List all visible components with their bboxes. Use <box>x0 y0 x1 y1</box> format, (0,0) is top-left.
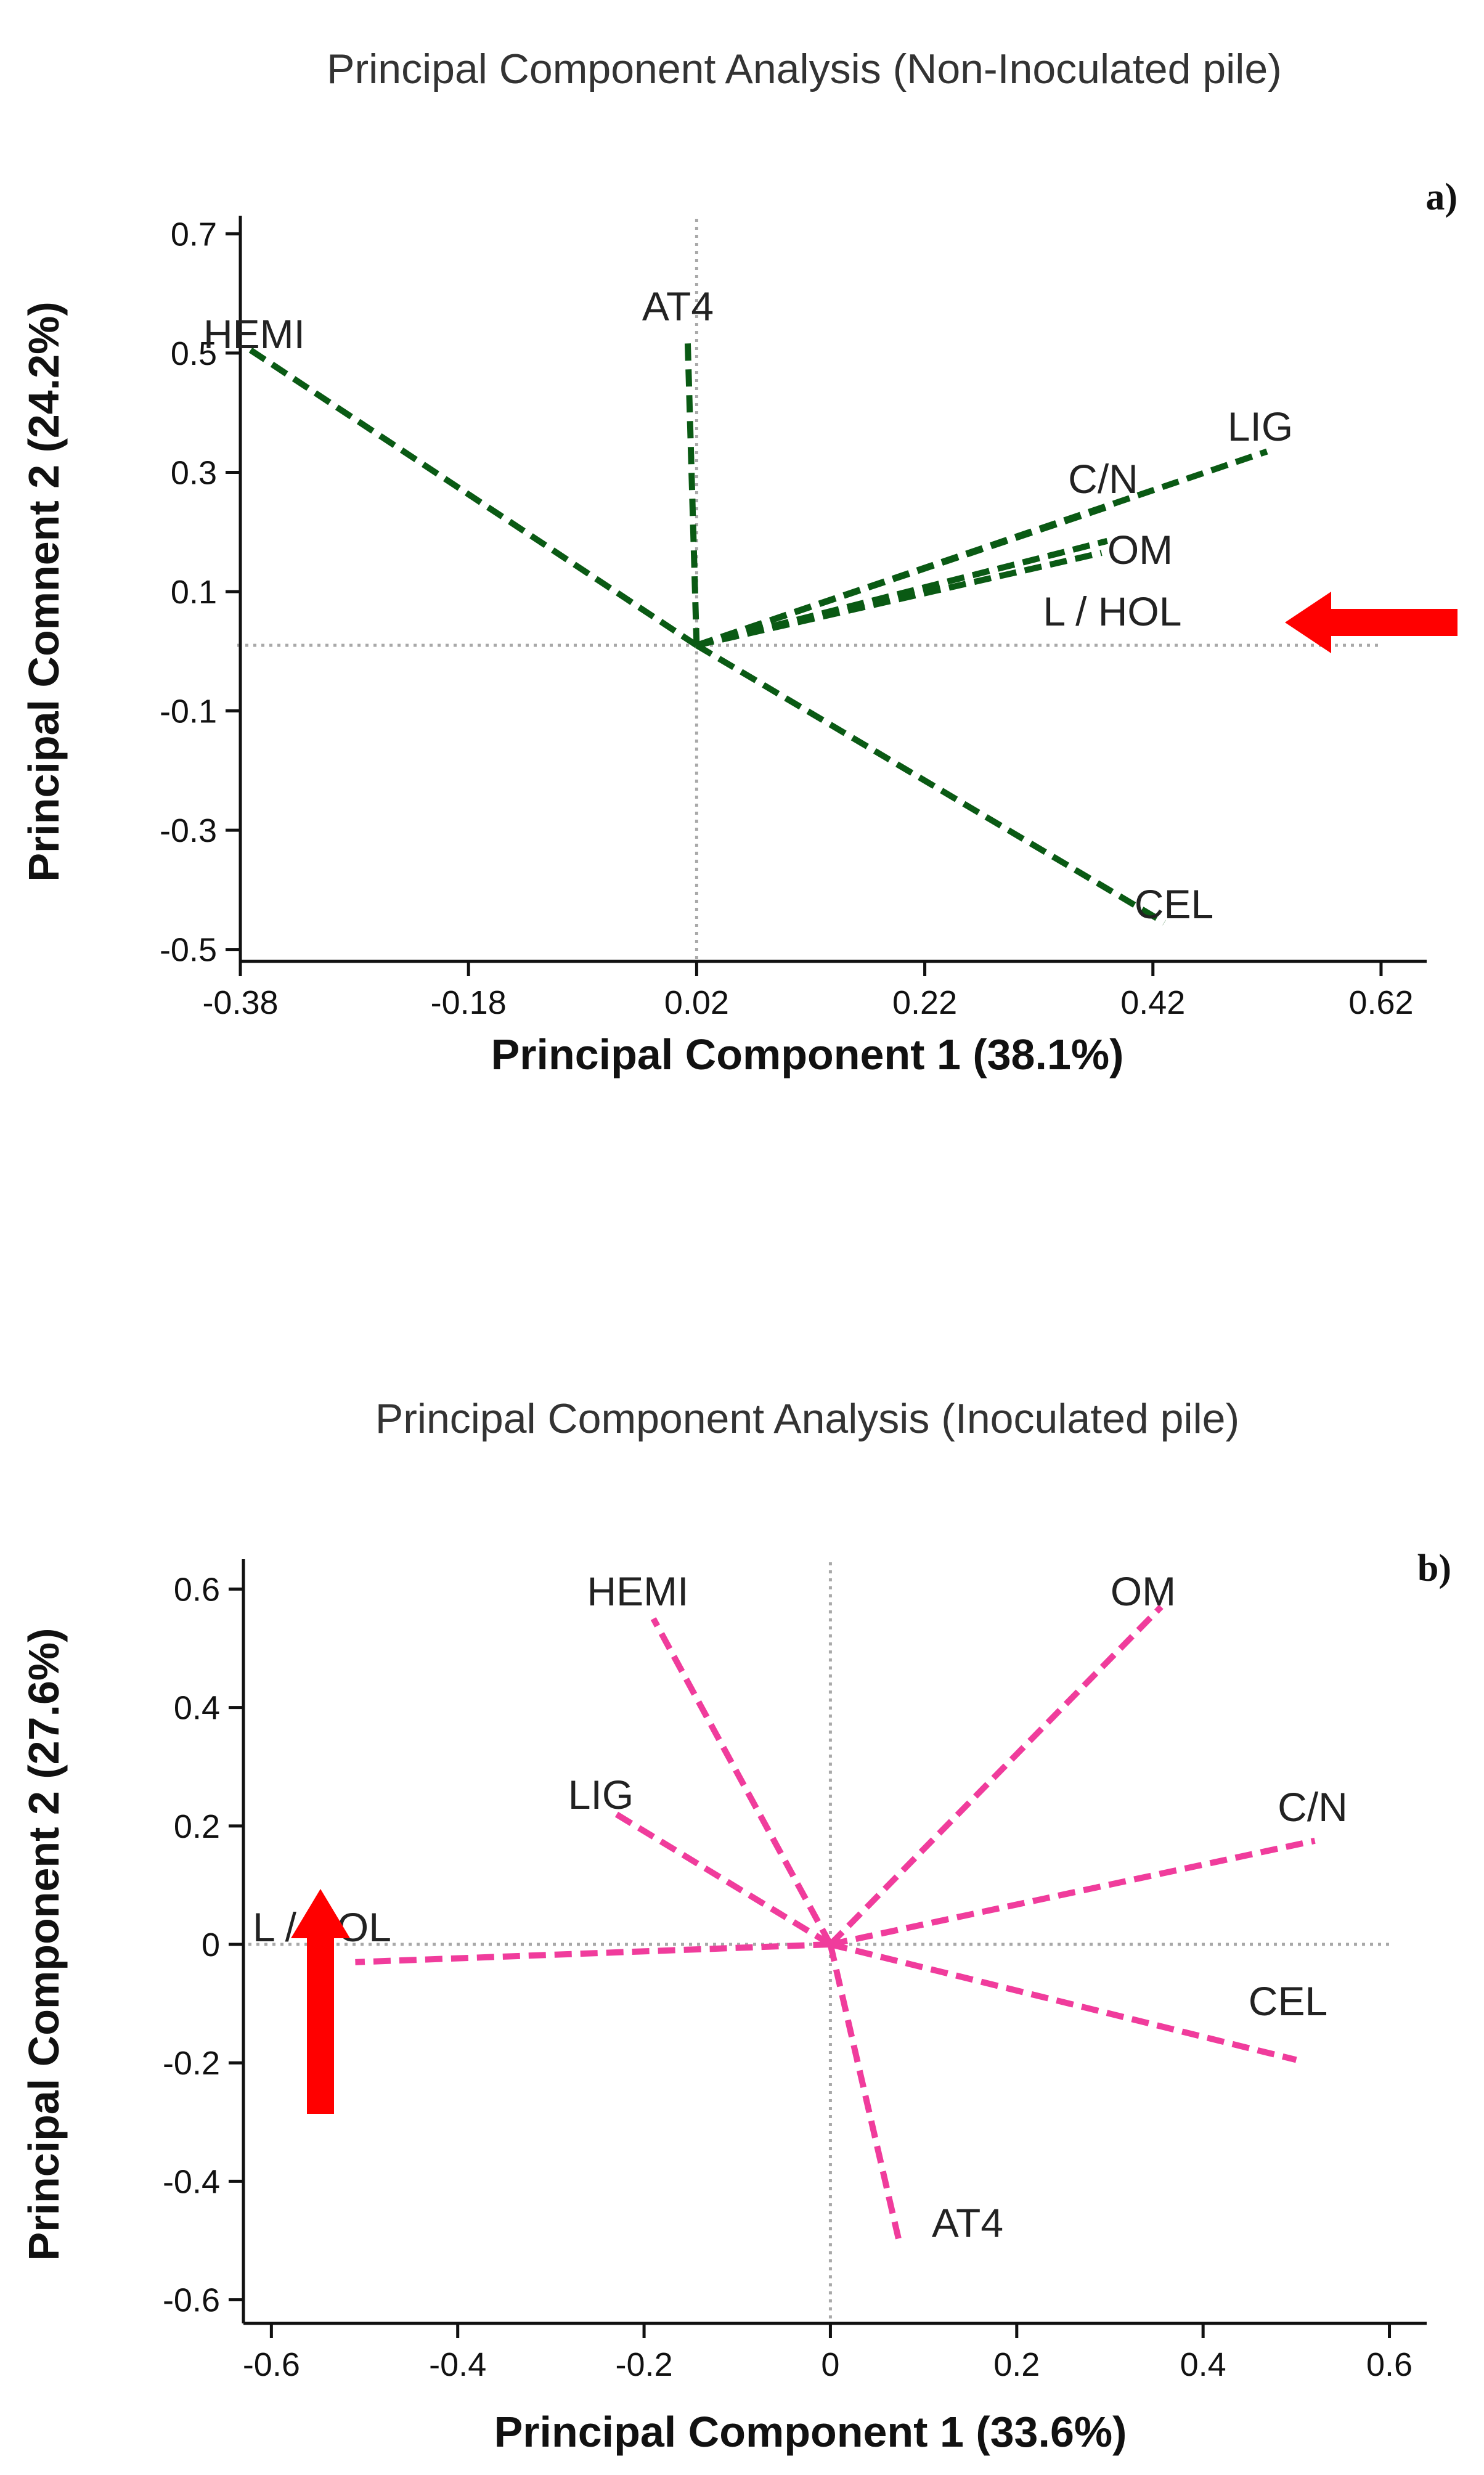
x-tick-label: -0.18 <box>431 984 507 1021</box>
vector-cel <box>830 1941 1297 2063</box>
vector-label-lig: LIG <box>1228 404 1293 449</box>
x-tick-label: 0.2 <box>993 2346 1040 2383</box>
y-tick-label: -0.6 <box>163 2282 220 2319</box>
vector-label-hemi: HEMI <box>587 1568 689 1614</box>
vector-label-at4: AT4 <box>932 2200 1003 2246</box>
vector-hemi <box>650 1617 833 1946</box>
vector-om <box>696 537 1108 648</box>
vector-l-hol <box>696 550 1103 648</box>
y-tick-label: 0.3 <box>171 454 217 491</box>
chart-title: Principal Component Analysis (Inoculated… <box>375 1395 1239 1442</box>
y-tick-label: -0.4 <box>163 2163 220 2200</box>
y-tick-label: 0.6 <box>174 1571 220 1608</box>
vector-label-cel: CEL <box>1135 881 1213 927</box>
x-tick-label: 0.6 <box>1366 2346 1413 2383</box>
vector-label-at4: AT4 <box>642 283 714 329</box>
panel-label: a) <box>1425 176 1458 218</box>
chart-a-non-inoculated: Principal Component Analysis (Non-Inocul… <box>20 46 1458 1078</box>
y-tick-label: 0 <box>202 1927 220 1963</box>
x-tick-label: -0.38 <box>202 984 278 1021</box>
x-tick-label: -0.6 <box>243 2346 300 2383</box>
chart-title: Principal Component Analysis (Non-Inocul… <box>327 46 1282 92</box>
y-tick-label: 0.2 <box>174 1808 220 1845</box>
x-tick-label: 0 <box>821 2346 839 2383</box>
vector-label-cel: CEL <box>1249 1978 1327 2024</box>
y-axis-label: Principal Comnent 2 (24.2%) <box>20 301 68 881</box>
y-tick-label: -0.5 <box>160 932 217 969</box>
y-tick-label: -0.1 <box>160 693 217 730</box>
x-tick-label: -0.2 <box>616 2346 673 2383</box>
vector-label-c-n: C/N <box>1278 1784 1348 1830</box>
vector-label-om: OM <box>1111 1568 1176 1614</box>
vector-label-c-n: C/N <box>1068 456 1138 502</box>
y-axis-label: Principal Component 2 (27.6%) <box>20 1628 68 2261</box>
y-tick-label: 0.4 <box>174 1690 220 1727</box>
vector-lig <box>614 1811 833 1947</box>
x-tick-label: -0.4 <box>429 2346 486 2383</box>
y-tick-label: 0.1 <box>171 574 217 611</box>
panel-label: b) <box>1417 1547 1451 1589</box>
vector-cel <box>695 642 1166 926</box>
vector-c-n <box>830 1837 1316 1947</box>
x-tick-label: 0.62 <box>1348 984 1413 1021</box>
x-tick-label: 0.4 <box>1180 2346 1226 2383</box>
x-axis-label: Principal Component 1 (33.6%) <box>494 2408 1127 2456</box>
x-axis-label: Principal Component 1 (38.1%) <box>491 1030 1124 1078</box>
vector-label-lig: LIG <box>568 1772 634 1817</box>
highlight-arrow-up <box>291 1889 350 2114</box>
y-tick-label: 0.7 <box>171 216 217 253</box>
vector-label-hemi: HEMI <box>203 311 305 357</box>
vector-at4 <box>827 1943 903 2248</box>
vector-l-hol <box>355 1941 831 1965</box>
vector-om <box>828 1604 1164 1947</box>
x-tick-label: 0.42 <box>1120 984 1185 1021</box>
vector-hemi <box>244 345 699 648</box>
x-tick-label: 0.02 <box>664 984 729 1021</box>
y-tick-label: -0.2 <box>163 2045 220 2082</box>
vector-c-n <box>695 502 1114 648</box>
vector-label-om: OM <box>1107 527 1173 573</box>
x-tick-label: 0.22 <box>892 984 957 1021</box>
highlight-arrow-left <box>1285 592 1458 653</box>
vector-label-l-hol: L / HOL <box>1043 589 1182 634</box>
y-tick-label: 0.5 <box>171 335 217 372</box>
y-tick-label: -0.3 <box>160 812 217 849</box>
chart-b-inoculated: Principal Component Analysis (Inoculated… <box>20 1395 1451 2456</box>
